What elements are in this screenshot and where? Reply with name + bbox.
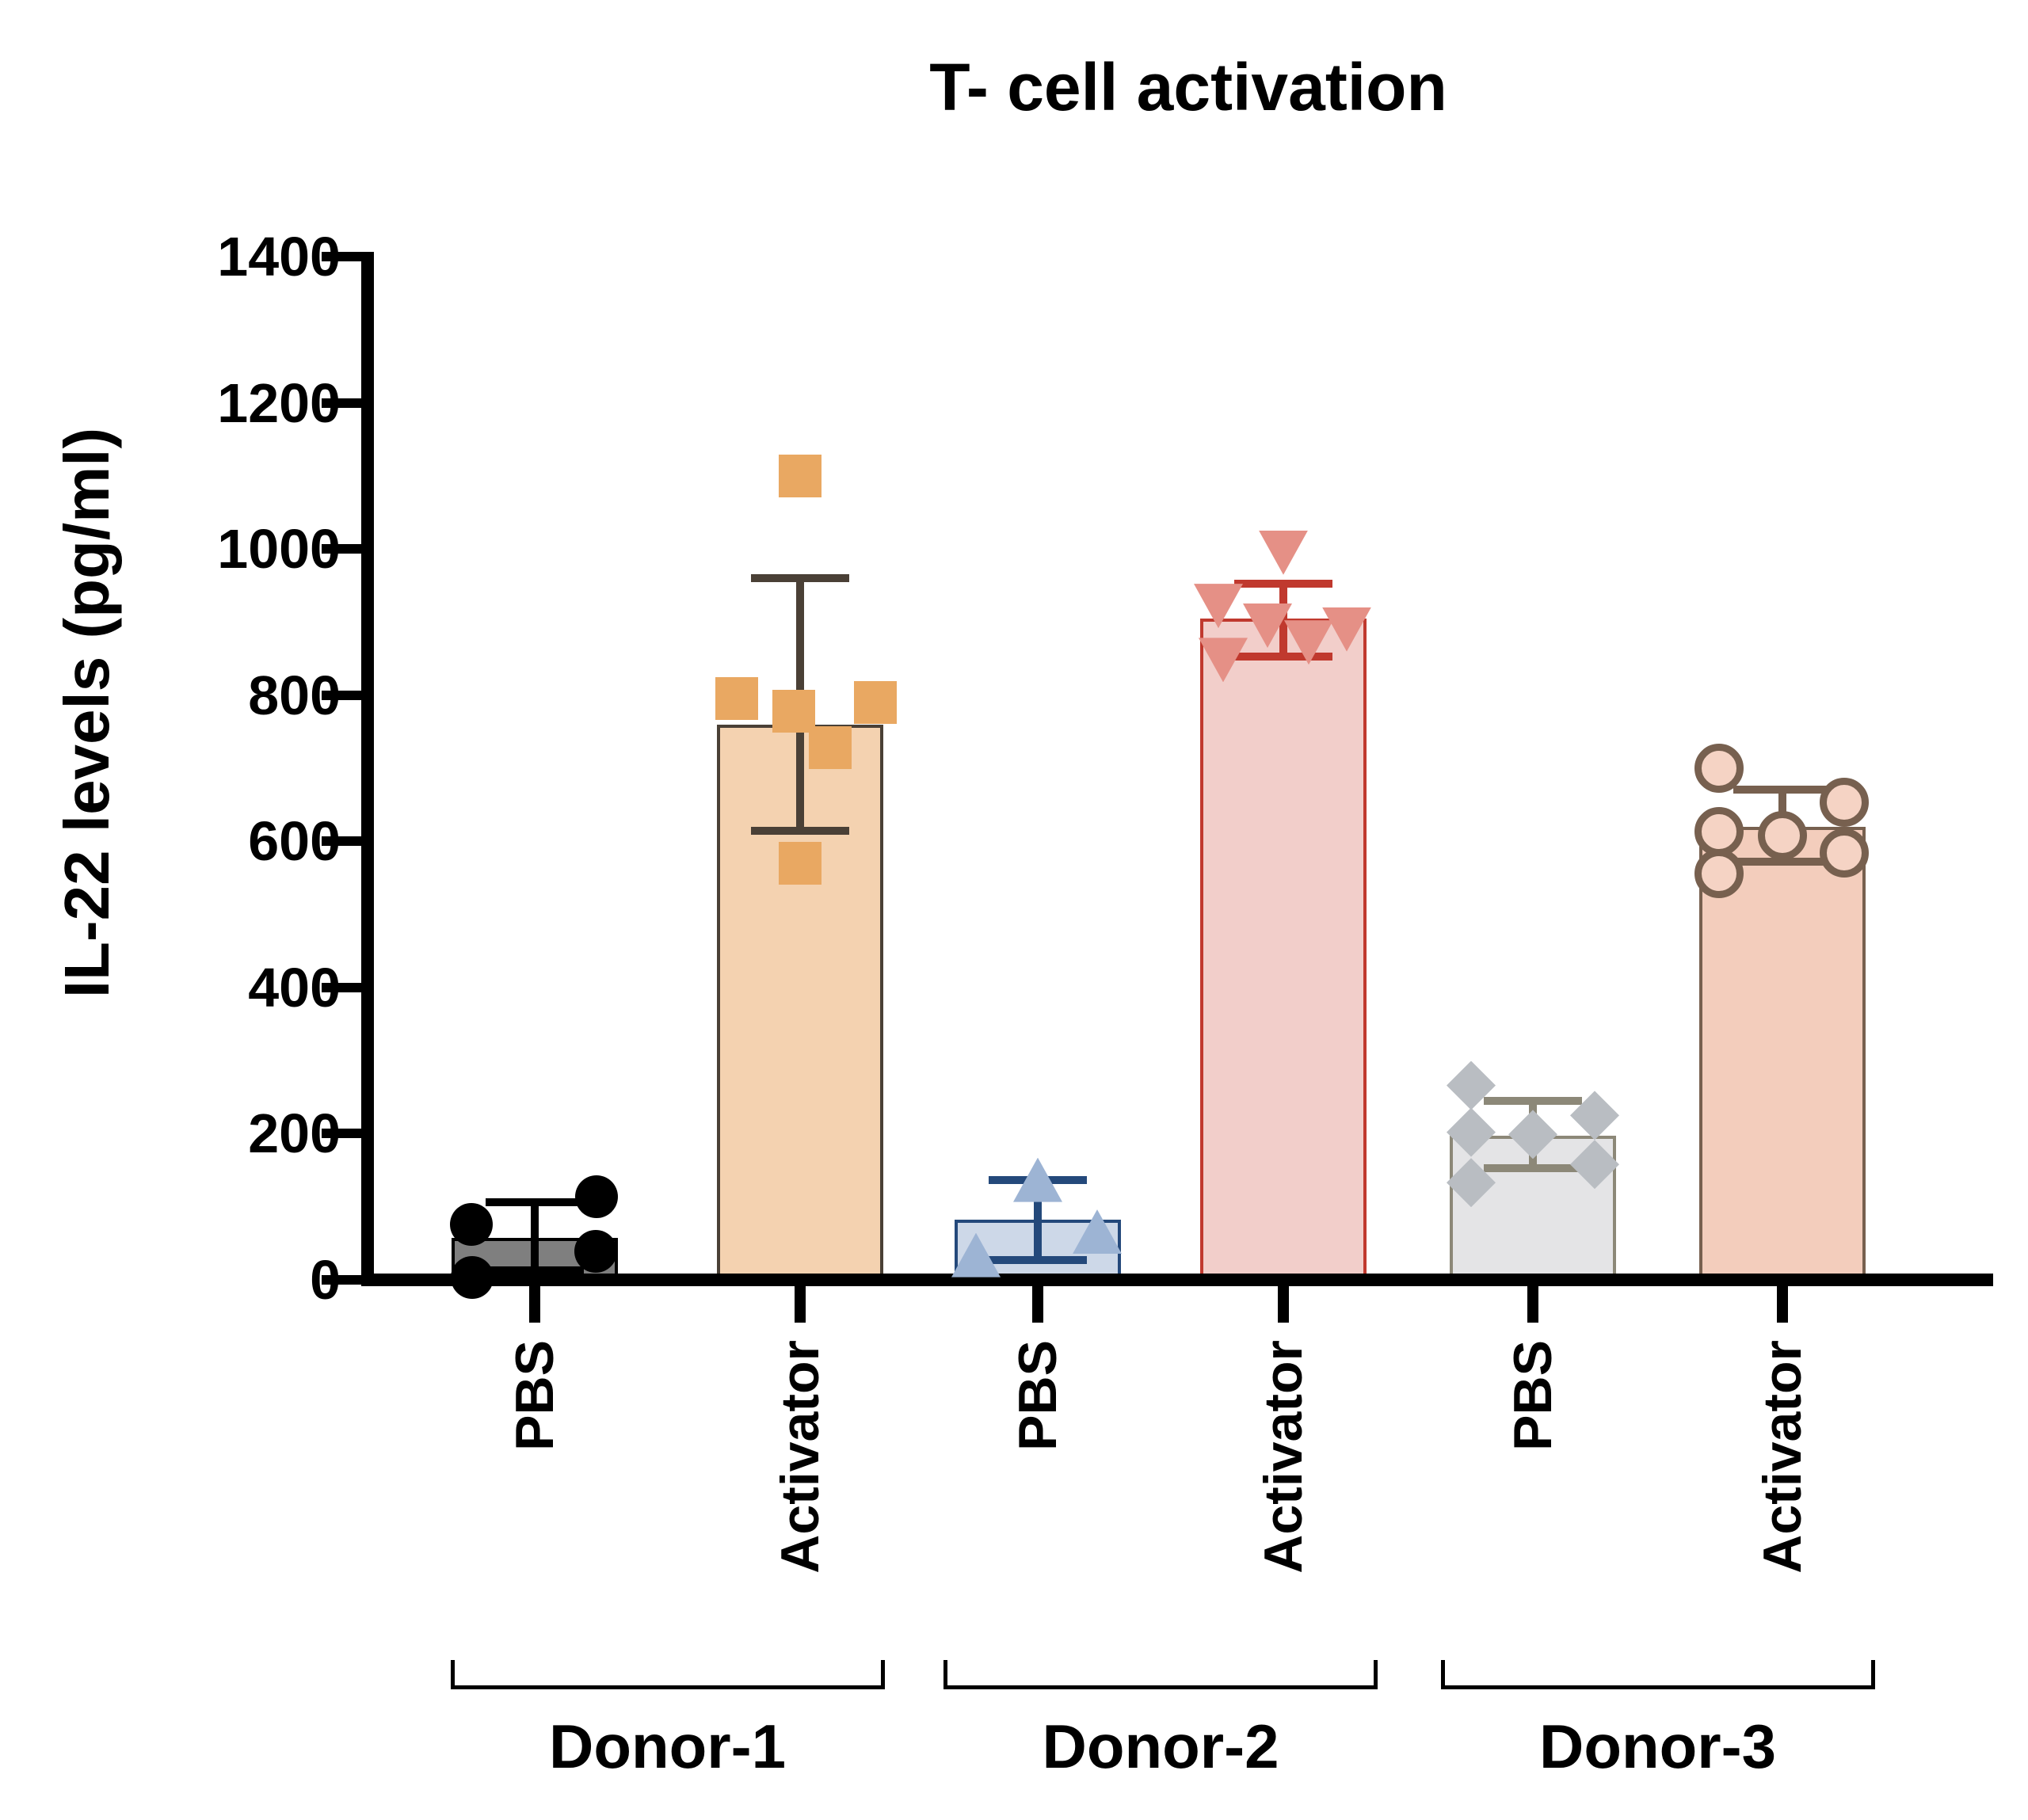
data-point-triangle-down: [1259, 530, 1308, 575]
data-point-square: [854, 680, 897, 724]
group-label-donor-3: Donor-3: [1539, 1711, 1776, 1781]
error-bar-line: [1034, 1179, 1042, 1261]
data-point-ring: [1694, 848, 1744, 898]
error-bar-cap-bottom: [989, 1256, 1087, 1265]
data-point-circle: [574, 1230, 617, 1273]
group-bracket-end-left: [943, 1660, 947, 1689]
error-bar-cap-top: [486, 1198, 584, 1207]
data-point-ring: [1820, 828, 1869, 878]
data-point-circle: [575, 1175, 618, 1218]
error-bar-cap-bottom: [486, 1266, 584, 1274]
group-bracket-line: [450, 1685, 885, 1689]
x-category-label-text: Activator: [770, 1340, 830, 1574]
y-tick-mark: [322, 1129, 363, 1139]
x-category-label-text: Activator: [1752, 1340, 1813, 1574]
y-tick-mark: [322, 544, 363, 554]
group-bracket-end-left: [1440, 1660, 1445, 1689]
y-tick-mark: [322, 690, 363, 700]
group-bracket-end-left: [450, 1660, 455, 1689]
error-bar-cap-top: [1733, 785, 1832, 794]
y-tick-mark: [322, 398, 363, 408]
data-point-square: [772, 690, 815, 733]
data-point-circle: [450, 1202, 493, 1246]
x-category-tick: [1278, 1286, 1289, 1323]
group-bracket-line: [943, 1685, 1378, 1689]
chart-title: T- cell activation: [929, 50, 1447, 124]
y-tick-mark: [322, 252, 363, 261]
bar-donor-2-activator: [1200, 618, 1367, 1280]
y-tick-mark: [322, 1275, 363, 1285]
data-point-ring: [1758, 810, 1807, 860]
x-category-label-text: Activator: [1253, 1340, 1313, 1574]
y-tick-label: 0: [119, 1245, 341, 1315]
x-category-tick: [795, 1286, 806, 1323]
x-category-tick: [529, 1286, 540, 1323]
x-axis-line: [361, 1274, 1993, 1286]
error-bar-cap-top: [751, 574, 849, 583]
y-tick-label: 200: [248, 1102, 341, 1165]
error-bar-cap-bottom: [1484, 1163, 1582, 1172]
y-tick-label: 400: [248, 956, 341, 1019]
y-tick-label: 800: [248, 664, 341, 726]
x-category-tick: [1032, 1286, 1043, 1323]
error-bar-cap-top: [1484, 1096, 1582, 1105]
group-bracket-end-right: [880, 1660, 885, 1689]
bar-donor-3-activator: [1699, 826, 1866, 1280]
data-point-square: [809, 726, 852, 770]
x-category-label-text: PBS: [1503, 1340, 1563, 1451]
error-bar-cap-top: [1234, 580, 1332, 588]
data-point-square: [779, 841, 821, 885]
data-point-square: [779, 454, 821, 497]
y-tick-mark: [322, 836, 363, 847]
error-bar-cap-bottom: [751, 827, 849, 836]
data-point-ring: [1694, 744, 1744, 793]
y-tick-label: 1200: [217, 371, 341, 434]
y-tick-label: 1000: [217, 518, 341, 581]
y-tick-label: 600: [248, 810, 341, 873]
y-axis-label: IL-22 levels (pg/ml): [51, 427, 122, 999]
y-axis-line: [361, 252, 374, 1286]
error-bar-cap-bottom: [1234, 652, 1332, 661]
group-bracket-line: [1440, 1685, 1875, 1689]
group-label-donor-1: Donor-1: [549, 1711, 786, 1781]
x-category-label-text: PBS: [505, 1340, 565, 1451]
group-bracket-end-right: [1870, 1660, 1875, 1689]
data-point-square: [715, 677, 758, 721]
error-bar-cap-bottom: [1733, 858, 1832, 866]
error-bar-line: [1279, 584, 1287, 657]
data-point-ring: [1694, 807, 1744, 857]
x-category-tick: [1777, 1286, 1788, 1323]
error-bar-line: [531, 1202, 539, 1270]
x-category-label-text: PBS: [1008, 1340, 1068, 1451]
y-tick-mark: [322, 982, 363, 992]
x-category-tick: [1527, 1286, 1538, 1323]
group-bracket-end-right: [1374, 1660, 1378, 1689]
data-point-ring: [1820, 778, 1869, 828]
y-tick-label: 1400: [217, 226, 341, 287]
group-label-donor-2: Donor-2: [1042, 1711, 1279, 1781]
data-point-circle: [451, 1256, 494, 1300]
